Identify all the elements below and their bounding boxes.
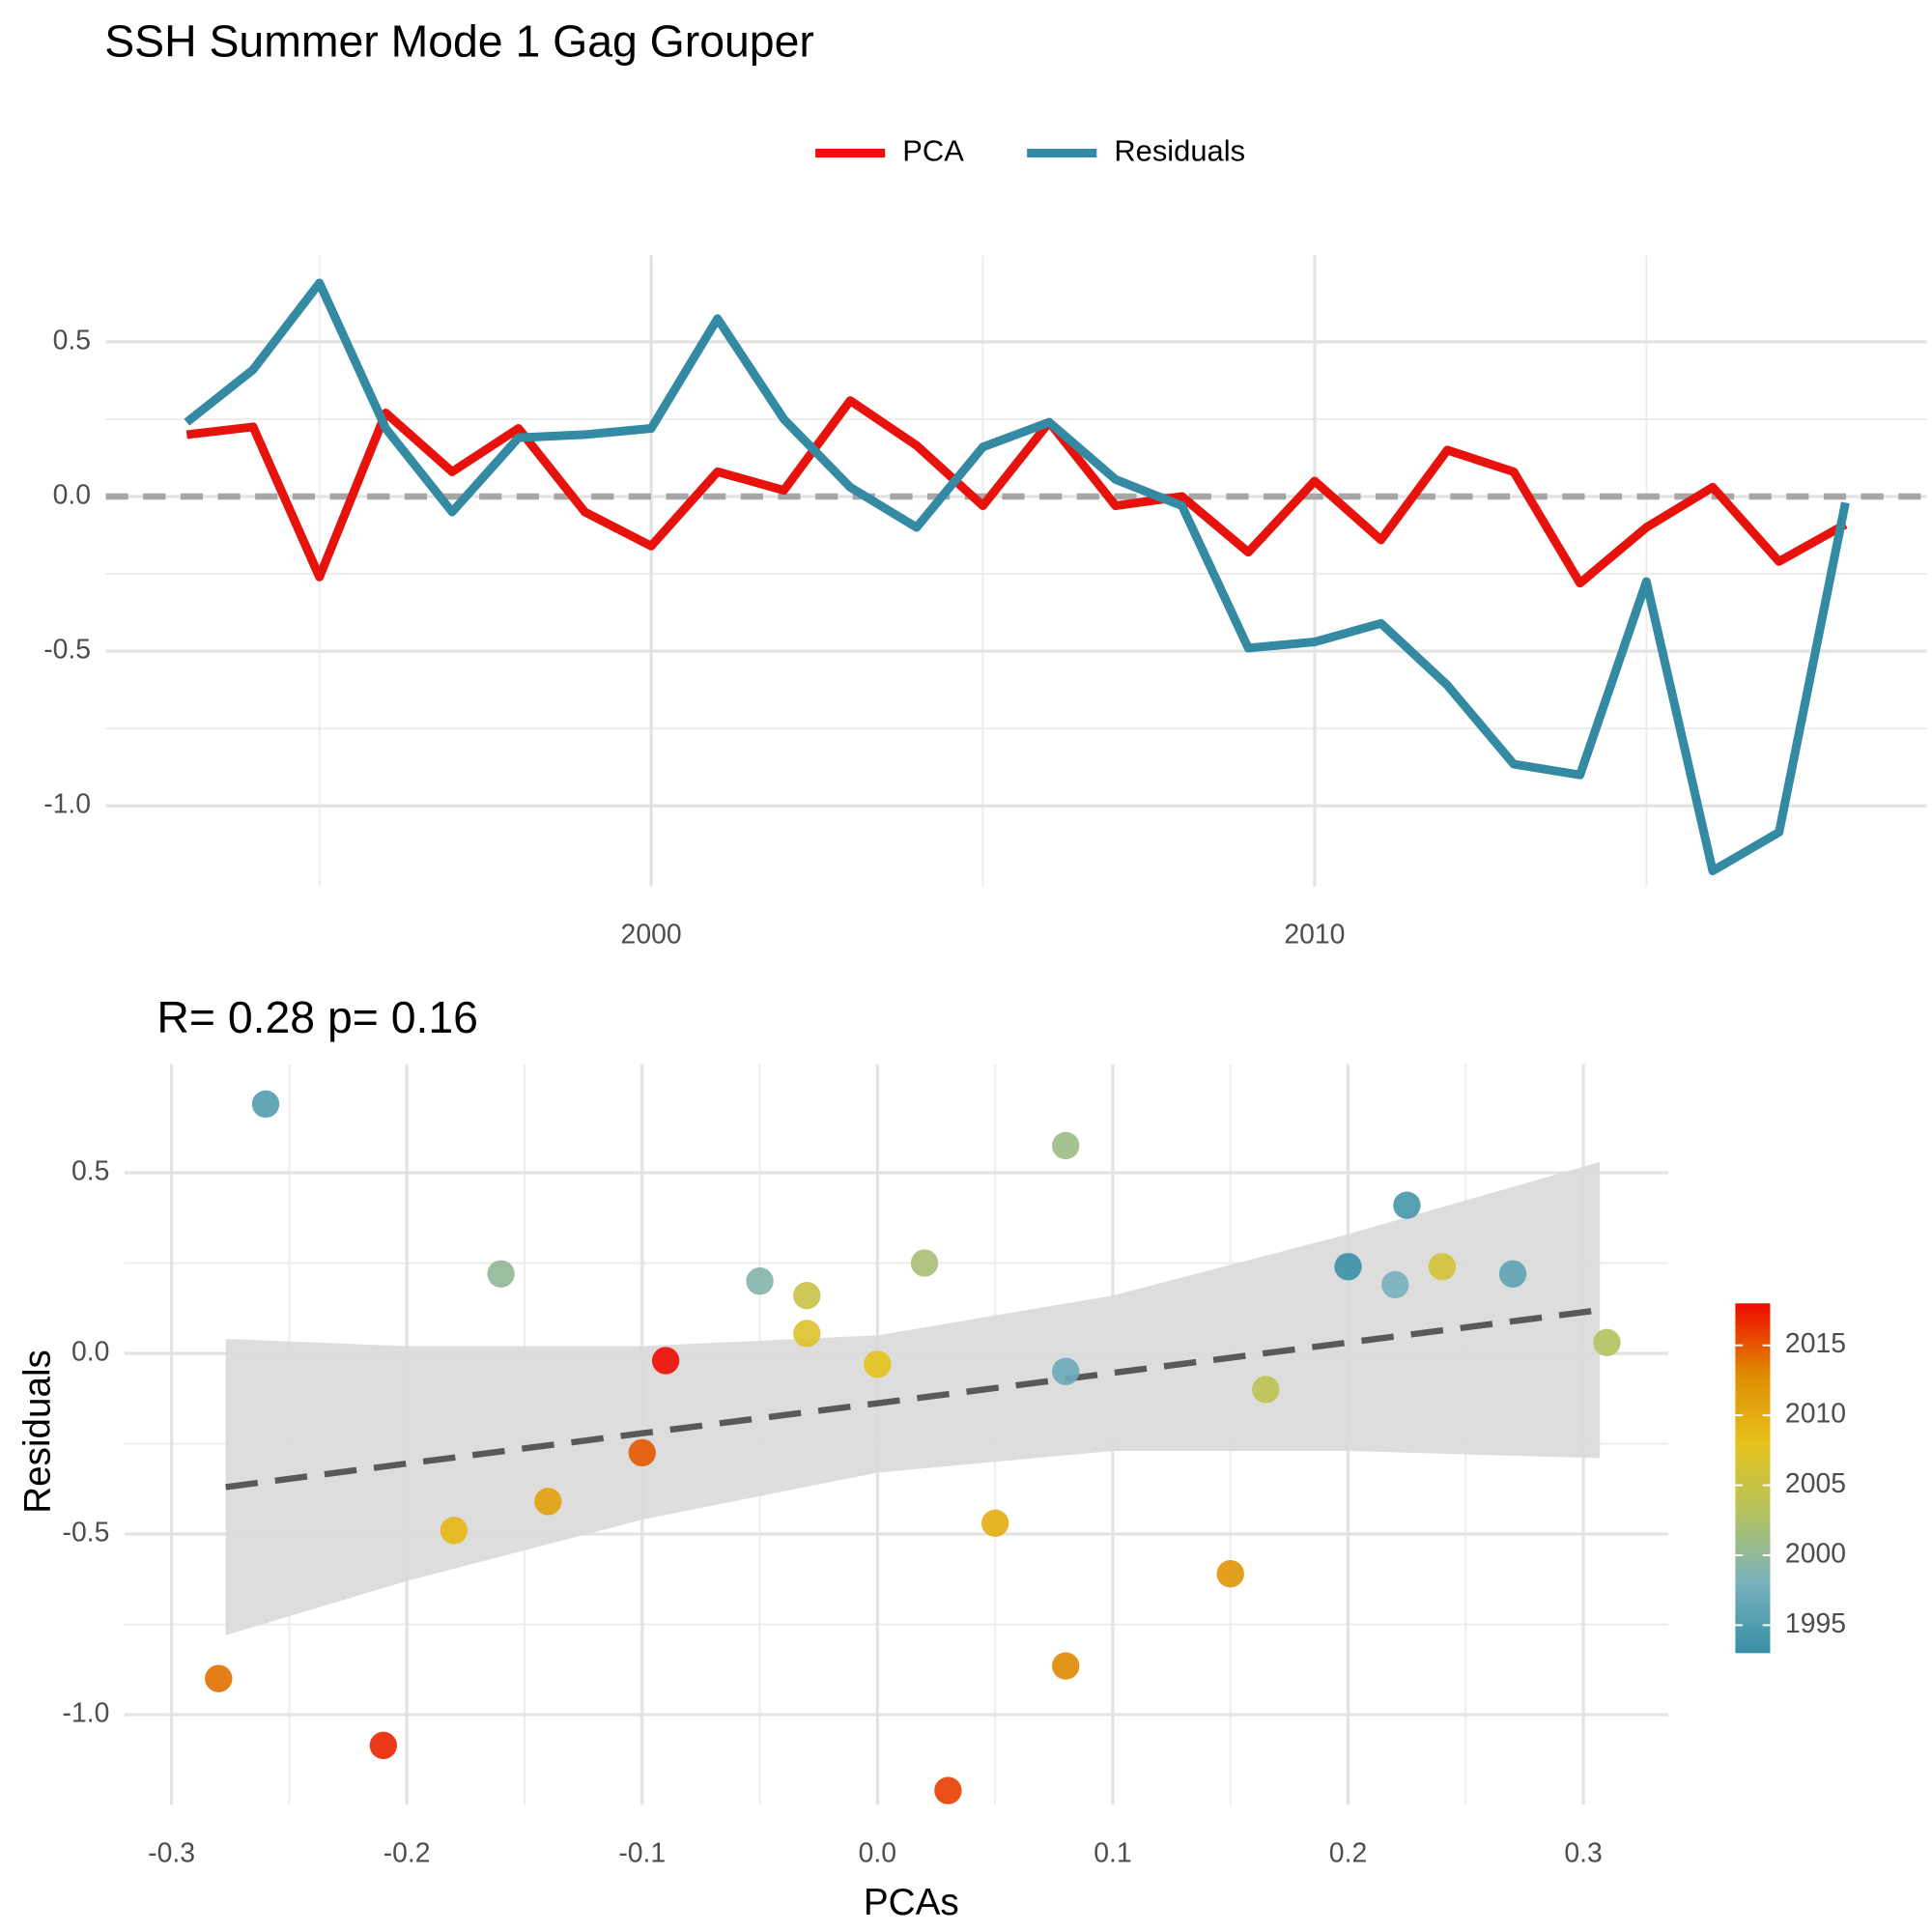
y-tick-label: -0.5 — [43, 635, 91, 666]
confidence-band — [225, 1161, 1601, 1635]
scatter-point — [369, 1731, 397, 1760]
x-tick-label: 2000 — [621, 920, 682, 951]
scatter-point — [251, 1090, 280, 1119]
y-tick-label: -0.5 — [63, 1518, 110, 1548]
scatter-point — [1252, 1376, 1280, 1404]
scatter-point — [440, 1517, 469, 1545]
y-tick-label: 0.5 — [53, 325, 91, 355]
x-tick-label: 0.2 — [1329, 1838, 1367, 1869]
scatter-point — [793, 1282, 821, 1310]
scatter-point — [1498, 1260, 1527, 1288]
scatter-point — [651, 1347, 680, 1375]
x-tick-label: 2010 — [1284, 920, 1345, 951]
colorbar-label: 2015 — [1785, 1328, 1846, 1359]
scatter-point — [1334, 1253, 1362, 1281]
data-line — [185, 396, 1848, 588]
scatter-point — [1052, 1652, 1080, 1680]
x-tick-label: -0.1 — [618, 1838, 666, 1869]
y-tick-label: -1.0 — [43, 789, 91, 820]
y-tick-label: -1.0 — [63, 1698, 110, 1729]
x-tick-label: -0.3 — [148, 1838, 195, 1869]
x-tick-label: 0.1 — [1094, 1838, 1131, 1869]
colorbar-label: 2005 — [1785, 1468, 1846, 1499]
chart-title: SSH Summer Mode 1 Gag Grouper — [104, 16, 814, 67]
x-tick-label: 0.3 — [1564, 1838, 1602, 1869]
y-tick-label: 0.0 — [53, 479, 91, 510]
scatter-point — [1593, 1328, 1621, 1356]
scatter-point — [793, 1320, 821, 1348]
scatter-point — [1216, 1560, 1244, 1588]
colorbar — [1735, 1303, 1771, 1654]
legend-label: Residuals — [1114, 134, 1245, 168]
colorbar-label: 2010 — [1785, 1399, 1846, 1430]
legend-label: PCA — [902, 134, 964, 168]
y-axis-title: Residuals — [16, 1350, 58, 1514]
scatter-point — [205, 1664, 233, 1692]
scatter-point — [1428, 1253, 1457, 1281]
fit-line — [225, 1306, 1601, 1491]
x-axis-title: PCAs — [864, 1882, 959, 1923]
data-line — [184, 278, 1850, 876]
scatter-point — [1381, 1270, 1409, 1299]
colorbar-label: 2000 — [1785, 1538, 1846, 1569]
x-tick-label: -0.2 — [384, 1838, 431, 1869]
scatter-point — [1052, 1357, 1080, 1385]
colorbar-label: 1995 — [1785, 1608, 1846, 1639]
chart-subtitle: R= 0.28 p= 0.16 — [156, 992, 478, 1042]
scatter-point — [534, 1488, 562, 1516]
scatter-point — [746, 1267, 774, 1295]
scatter-point — [980, 1509, 1009, 1537]
y-tick-label: 0.5 — [71, 1155, 109, 1186]
scatter-point — [628, 1438, 656, 1467]
scatter-point — [910, 1249, 939, 1277]
scatter-point — [487, 1260, 515, 1288]
x-tick-label: 0.0 — [859, 1838, 896, 1869]
scatter-point — [1393, 1191, 1421, 1219]
scatter-point — [1052, 1131, 1080, 1160]
scatter-point — [934, 1776, 962, 1804]
scatter-point — [864, 1350, 892, 1378]
y-tick-label: 0.0 — [71, 1337, 109, 1368]
